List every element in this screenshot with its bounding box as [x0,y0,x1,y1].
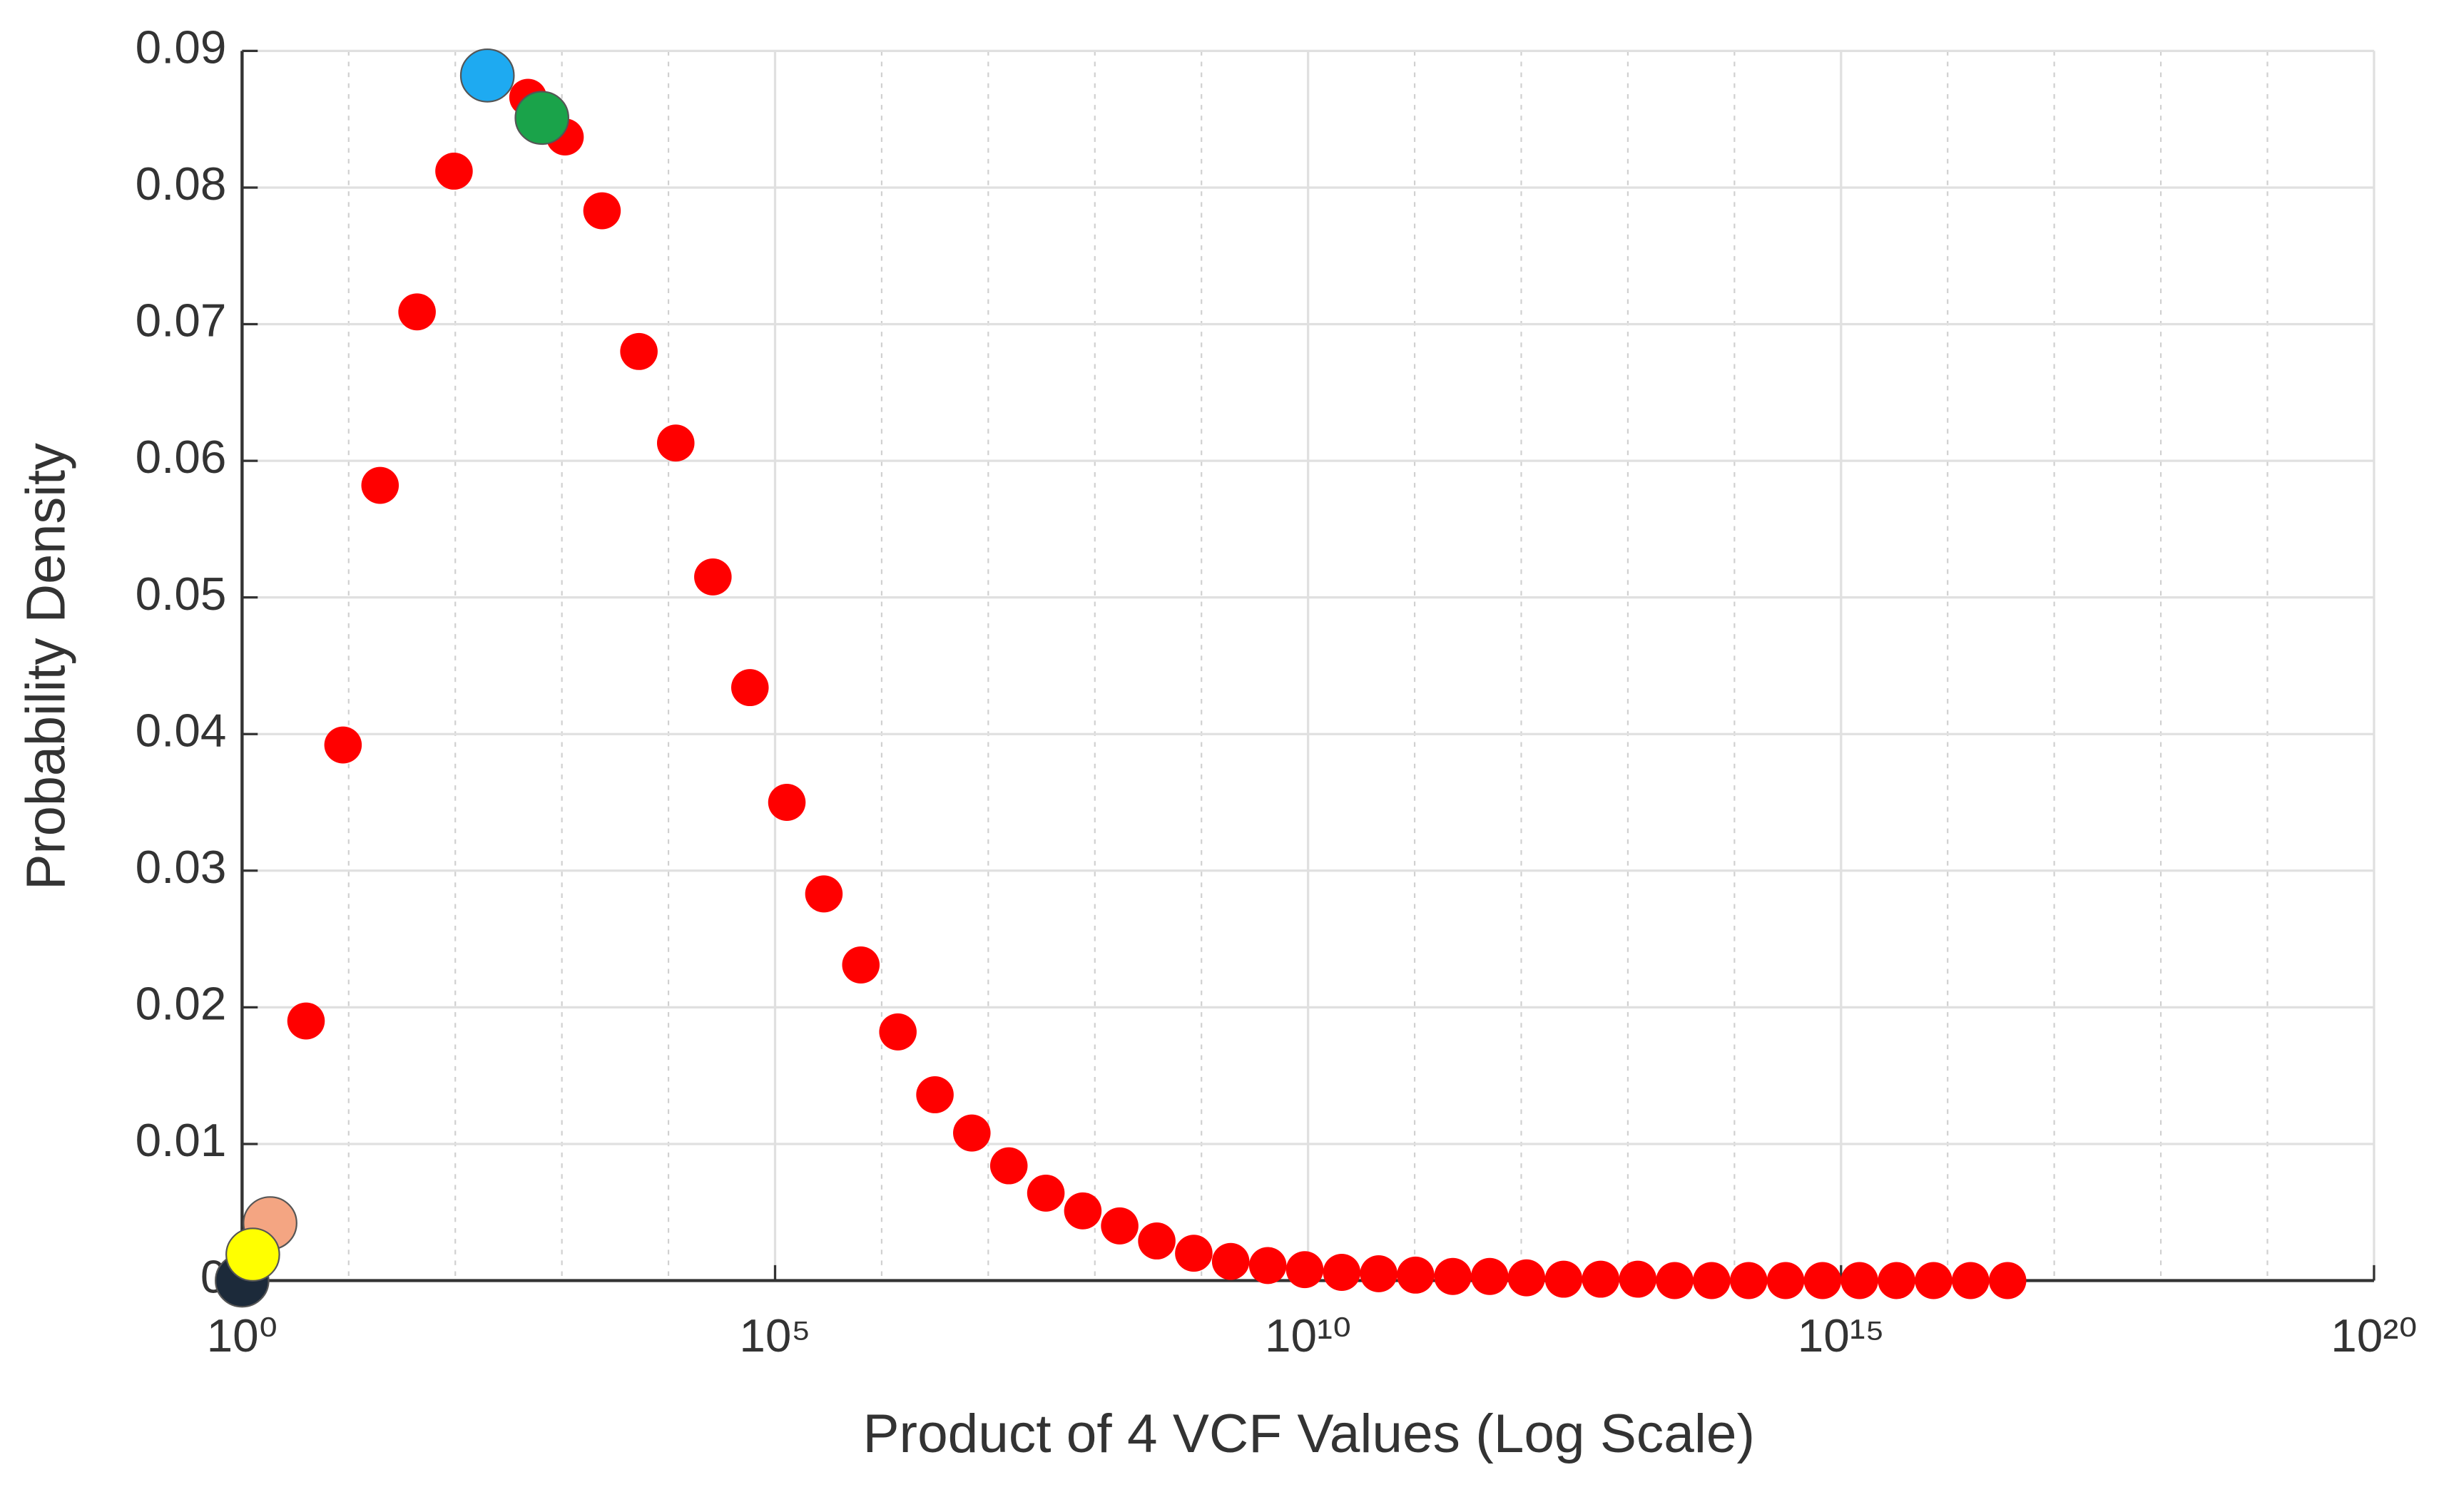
y-tick-label: 0.04 [136,705,227,757]
y-tick-label: 0.03 [136,841,227,893]
data-point [1693,1262,1731,1299]
x-tick-label: 10²⁰ [2331,1309,2417,1362]
data-point [1027,1174,1065,1212]
data-point [514,91,570,145]
x-axis-label: Product of 4 VCF Values (Log Scale) [862,1404,1755,1464]
data-point [1766,1262,1805,1299]
data-point [1101,1207,1139,1245]
data-point [1471,1257,1509,1295]
data-point [694,558,732,596]
data-point [324,726,362,764]
data-point [225,1227,280,1282]
data-point [1138,1222,1176,1260]
y-axis-label: Probability Density [16,443,77,890]
data-point [1619,1260,1657,1298]
data-point [1397,1256,1435,1294]
y-tick-label: 0.09 [136,21,227,73]
x-tick-label: 10¹⁰ [1265,1309,1351,1362]
data-point [1840,1262,1878,1299]
data-point [989,1147,1028,1185]
x-tick-label: 10⁵ [739,1309,810,1362]
data-point [1285,1251,1324,1289]
x-tick-label: 10¹⁵ [1798,1309,1885,1362]
data-point [1434,1257,1472,1295]
data-point [805,875,843,913]
data-point [1952,1262,1990,1299]
data-point [1915,1262,1952,1299]
data-point [1544,1260,1583,1298]
data-point [1323,1254,1361,1291]
y-tick-label: 0.07 [136,295,227,347]
data-point [1803,1262,1842,1299]
data-point [656,424,695,462]
data-point [916,1076,954,1113]
data-point [1988,1262,2027,1299]
data-point [1730,1262,1768,1299]
data-point [459,48,515,103]
y-tick-label: 0.02 [136,978,227,1030]
data-point [1064,1192,1102,1230]
data-point [287,1002,325,1040]
data-point [879,1013,917,1051]
data-point [842,946,880,984]
data-point [1360,1255,1397,1292]
data-point [1248,1247,1287,1284]
y-tick-label: 0.06 [136,431,227,484]
data-point [953,1114,991,1152]
data-point [435,153,473,190]
y-tick-label: 0.05 [136,568,227,620]
data-point [1175,1235,1213,1272]
data-point [1656,1262,1694,1299]
data-point [1507,1259,1546,1297]
data-point [1582,1260,1620,1298]
data-point [361,466,399,504]
data-point [583,192,621,230]
data-point [398,293,436,331]
x-tick-label: 10⁰ [207,1309,278,1362]
y-tick-label: 0.01 [136,1114,227,1166]
data-point [730,669,769,707]
data-point [1878,1262,1915,1299]
data-point [768,784,806,821]
data-point [1211,1242,1250,1280]
y-tick-label: 0.08 [136,158,227,210]
data-point [620,332,658,370]
